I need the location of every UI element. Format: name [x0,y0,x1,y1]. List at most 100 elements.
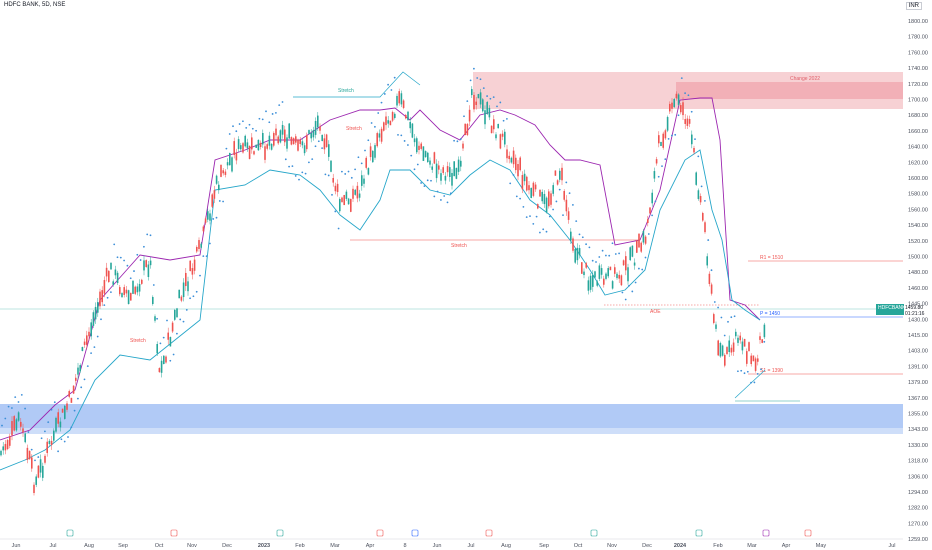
candle-body [523,173,526,182]
y-tick-label: 1282.00 [908,506,928,512]
sar-dot [47,421,50,424]
event-marker[interactable] [762,529,770,537]
sar-dot [281,101,284,103]
sar-dot [539,231,541,234]
candle-body [741,341,744,351]
event-marker[interactable] [804,529,812,537]
y-tick-label: 1480.00 [908,270,928,276]
sar-dot [387,83,389,86]
y-tick-label: 1306.00 [908,474,928,480]
sar-dot [347,170,350,173]
sar-dot [529,215,531,218]
candle-body [160,360,163,373]
candle-body [699,196,702,203]
candle-body [655,159,658,164]
candle-body [15,419,18,431]
sar-dot [133,270,135,272]
sar-dot [212,218,215,220]
candle-body [413,138,416,143]
candle-body [633,262,636,266]
candle-body [33,484,35,493]
sar-dot [519,197,521,200]
price-axis[interactable]: 1800.00 1780.00 1760.00 1740.00 1720.00 1700.… [908,19,928,550]
candle-body [702,213,704,221]
sar-dot [331,193,333,196]
candle-body [158,368,161,373]
sar-dot [687,94,690,97]
candle-body [594,271,596,278]
sar-dot [50,408,53,411]
candle-body [46,441,48,453]
currency-badge[interactable]: INR [905,2,922,10]
event-marker[interactable] [590,529,598,537]
sar-dot [548,215,551,218]
candle-body [20,421,22,427]
candle-body [444,175,447,181]
sar-dot [149,234,152,237]
candle-body [156,344,158,354]
candle-body [534,184,537,190]
sar-dot [152,284,155,286]
sar-dot [83,378,86,381]
event-marker[interactable] [695,529,703,537]
candle-body [552,185,554,194]
sar-dot [644,256,647,259]
event-marker[interactable] [66,529,74,537]
event-marker[interactable] [276,529,284,537]
sar-dot [67,436,69,438]
sar-dot [473,67,475,70]
candle-body [662,133,664,148]
event-marker[interactable] [376,529,384,537]
candle-body [103,280,106,294]
sar-dot [707,239,710,241]
candle-body [409,121,411,129]
sar-dot [364,149,366,152]
sar-dot [314,145,317,148]
candle-body [369,146,372,158]
event-marker[interactable] [485,529,493,537]
candle-body [187,281,189,292]
candle-body [578,248,581,256]
candle-body [354,189,356,195]
sar-dot [558,188,561,191]
candle-body [468,109,471,122]
sar-dot [123,259,125,262]
candle-body [607,268,609,277]
sar-dot [334,210,337,213]
candle-body [422,146,425,161]
sar-dot [202,255,205,258]
x-tick-label: 2023 [258,543,270,549]
candle-body [9,436,11,446]
candle-body [424,151,427,158]
x-tick-label: Jun [12,543,21,549]
candle-body [105,267,108,277]
event-marker[interactable] [170,529,178,537]
price-tag-value: 1459.80 [905,305,923,311]
sar-dot [357,156,360,159]
sar-dot [360,162,363,165]
candle-body [556,180,559,185]
sar-dot [258,117,261,120]
sar-dot [238,123,241,125]
candle-body [193,259,196,271]
candle-body [182,282,185,298]
sar-dot [327,174,330,177]
price-tag[interactable] [876,304,904,315]
sar-dot [638,267,640,270]
sar-dot [232,125,234,128]
event-marker[interactable] [411,529,419,537]
candle-body [240,145,242,150]
candle-body [75,377,77,381]
sar-dot [199,274,201,277]
candle-body [627,267,629,282]
sar-dot [4,417,7,420]
candle-body [581,262,583,274]
candle-body [152,297,154,305]
candle-body [44,455,46,463]
p-label: P = 1450 [760,311,780,317]
x-tick-label: Oct [574,543,583,549]
sar-dot [704,199,706,202]
sar-dot [129,277,132,280]
time-axis[interactable]: Jun Jul Aug Sep Oct Nov Dec 2023 Feb Mar Apr 8 Jun Ju… [12,543,896,549]
